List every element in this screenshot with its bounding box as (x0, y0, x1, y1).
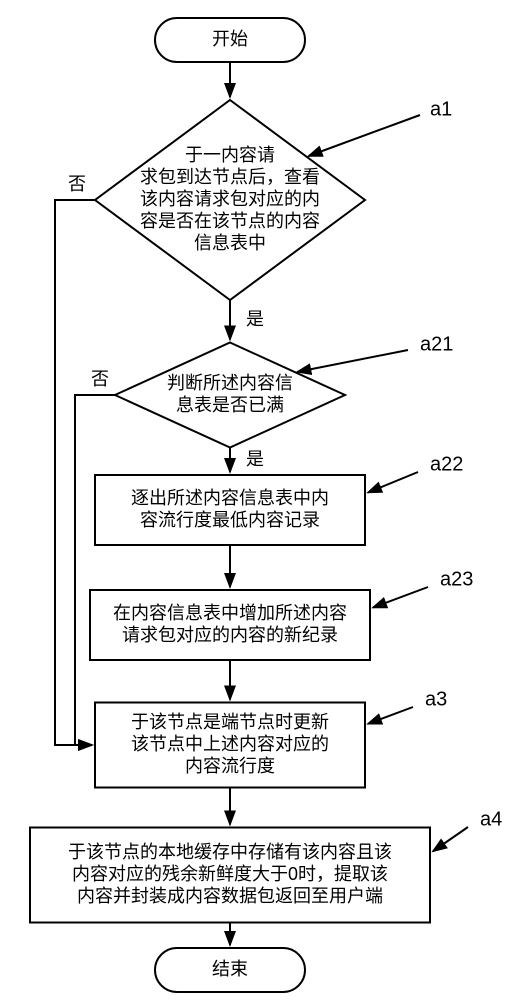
label-pointer-a22 (368, 472, 418, 493)
node-a4-line-1: 内容对应的残余新鲜度大于0时，提取该 (72, 864, 388, 884)
node-a22-line-0: 逐出所述内容信息表中内 (131, 488, 329, 508)
edge-label-1: 是 (246, 309, 264, 329)
node-a1-line-3: 容是否在该节点的内容 (140, 211, 320, 231)
edge-8 (75, 395, 115, 745)
node-start: 开始 (155, 18, 305, 62)
step-label-a4: a4 (480, 808, 502, 830)
label-pointer-a3 (368, 707, 413, 724)
flowchart-canvas: 开始于一内容请求包到达节点后，查看该内容请求包对应的内容是否在该节点的内容信息表… (0, 0, 507, 1000)
label-pointer-a1 (309, 115, 420, 156)
node-a3: 于该节点是端节点时更新该节点中上述内容对应的内容流行度 (95, 703, 365, 788)
node-a1-line-1: 求包到达节点后，查看 (140, 167, 320, 187)
node-a22: 逐出所述内容信息表中内容流行度最低内容记录 (95, 475, 365, 545)
label-pointer-a21 (297, 350, 408, 372)
node-a22-line-1: 容流行度最低内容记录 (140, 510, 320, 530)
node-a21: 判断所述内容信息表是否已满 (115, 343, 345, 448)
node-end: 结束 (155, 948, 305, 992)
node-a23-line-1: 请求包对应的内容的新纪录 (122, 625, 338, 645)
node-a23-line-0: 在内容信息表中增加所述内容 (113, 603, 347, 623)
label-pointer-a23 (373, 587, 428, 608)
node-end-line-0: 结束 (212, 959, 248, 979)
edge-label-2: 是 (246, 449, 264, 469)
edge-label-8: 否 (91, 369, 109, 389)
node-a1-line-4: 信息表中 (194, 233, 266, 253)
node-a4: 于该节点的本地缓存中存储有该内容且该内容对应的残余新鲜度大于0时，提取该内容并封… (30, 828, 430, 923)
node-a3-line-0: 于该节点是端节点时更新 (131, 712, 329, 732)
step-label-a3: a3 (425, 688, 447, 710)
node-a1-line-2: 该内容请求包对应的内 (140, 189, 320, 209)
node-a4-line-0: 于该节点的本地缓存中存储有该内容且该 (68, 842, 392, 862)
node-a3-line-1: 该节点中上述内容对应的 (131, 734, 329, 754)
step-label-a23: a23 (440, 568, 473, 590)
node-a3-line-2: 内容流行度 (185, 756, 275, 776)
node-a1-line-0: 于一内容请 (185, 145, 275, 165)
node-start-line-0: 开始 (212, 29, 248, 49)
step-label-a21: a21 (420, 333, 453, 355)
node-a1: 于一内容请求包到达节点后，查看该内容请求包对应的内容是否在该节点的内容信息表中 (95, 100, 365, 300)
node-a21-line-1: 息表是否已满 (176, 395, 284, 415)
step-label-a22: a22 (430, 453, 463, 475)
node-a21-line-0: 判断所述内容信 (167, 373, 293, 393)
edge-label-7: 否 (68, 174, 86, 194)
step-label-a1: a1 (430, 98, 452, 120)
node-a4-line-2: 内容并封装成内容数据包返回至用户端 (77, 886, 383, 906)
label-pointer-a4 (433, 827, 468, 851)
node-a23: 在内容信息表中增加所述内容请求包对应的内容的新纪录 (90, 590, 370, 660)
